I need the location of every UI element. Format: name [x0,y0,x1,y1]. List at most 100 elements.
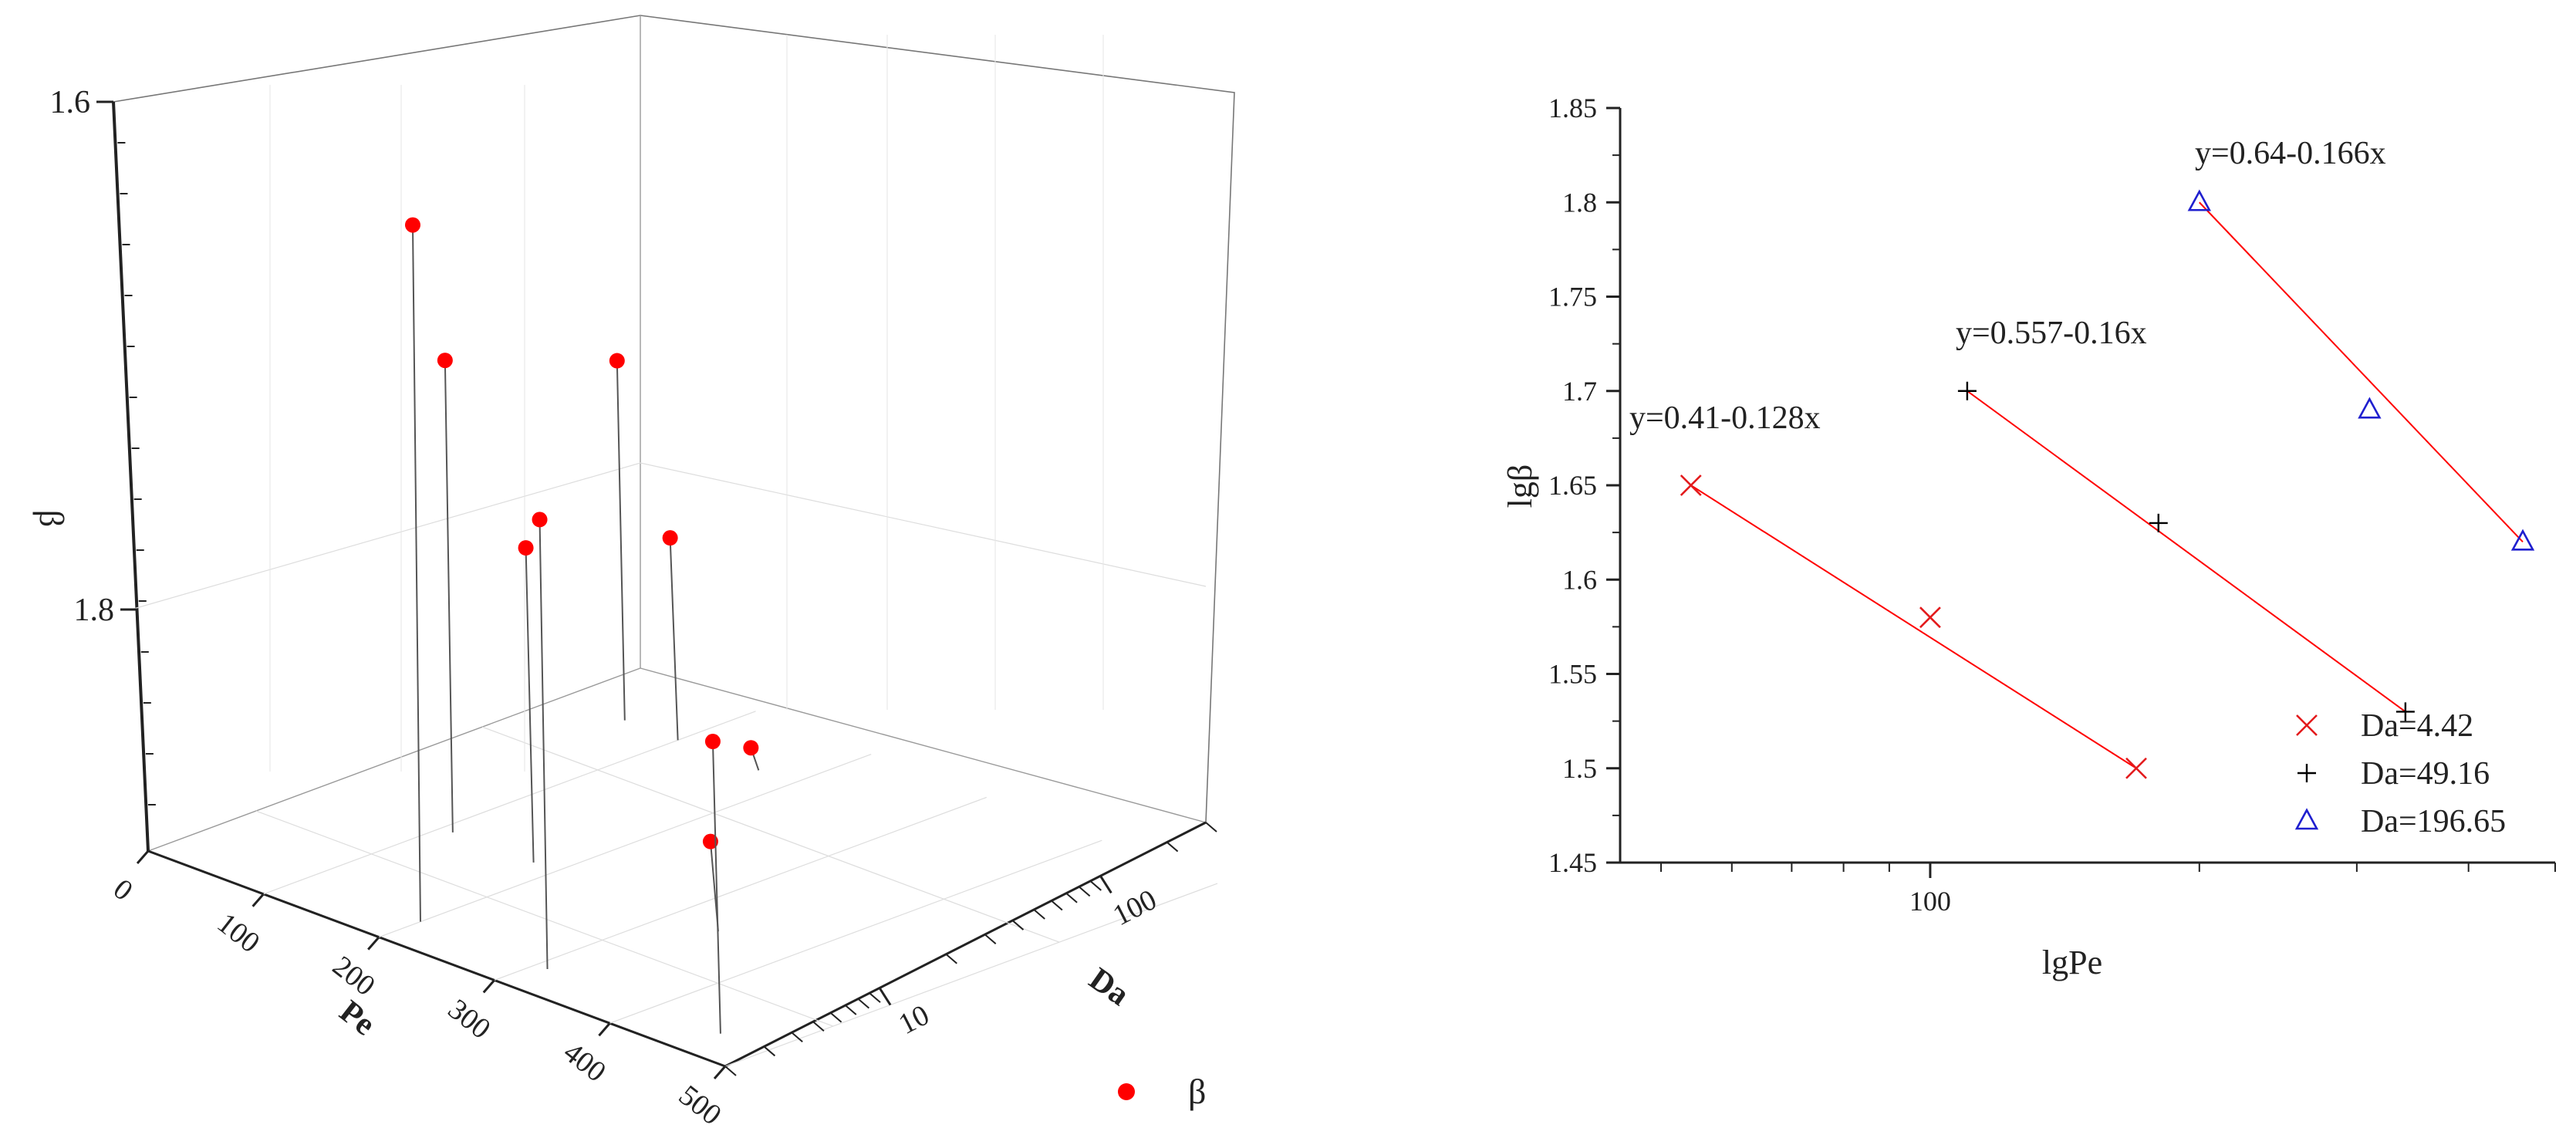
drop-line [538,519,549,970]
legend-label: Da=4.42 [2361,708,2473,744]
x-tick-label: 400 [557,1036,612,1089]
x-tick [252,893,265,907]
data-point [662,530,678,546]
chart-2d: 1.45 1.5 1.55 1.6 1.65 1.7 1.75 1.8 1.85 100 lgPe l… [1501,93,2556,981]
drop-line [669,538,679,741]
data-point [702,833,718,849]
x-axis-label: lgPe [2042,944,2102,981]
floor-grid-line [481,726,1060,943]
drop-line [525,548,535,863]
floor-grid-line [724,883,1218,1067]
fit-line [2199,201,2524,543]
fit-equation: y=0.64-0.166x [2195,136,2386,171]
floor-grid-line [609,839,1102,1024]
y-tick-label: 1.5 [1562,753,1597,784]
y-axis-label: Da [1082,961,1135,1013]
data-point [532,512,548,528]
x-tick [713,1066,727,1079]
data-point [609,353,625,369]
drop-line [411,225,421,922]
legend-marker [2294,808,2319,830]
data-point [2358,397,2382,419]
floor-grid-line [494,796,988,981]
data-point [1680,475,1702,496]
data-point [518,540,534,556]
data-point [1957,381,1977,400]
z-tick-label: 1.6 [50,85,91,120]
y-axis-line [724,821,1207,1068]
drop-line [711,741,721,1034]
z-tick-label: 1.8 [74,593,115,628]
y-tick [1065,893,1078,903]
x-axis-line [147,849,726,1068]
box-outline [113,15,1235,852]
data-point [1919,606,1941,629]
y-tick [1099,875,1112,894]
floor-grid-line [378,754,872,938]
floor-grid-line [255,810,834,1027]
z-axis-line [112,101,150,852]
legend-label: Da=196.65 [2361,804,2506,839]
y-tick-label: 1.8 [1562,187,1597,218]
x-axis-label: Pe [333,994,381,1043]
x-tick-label: 500 [673,1079,728,1128]
y-tick [1011,920,1025,930]
x-tick-label: 100 [211,907,266,959]
y-tick-label: 10 [893,998,934,1041]
y-tick [1079,886,1091,897]
box-floor-left-edge [147,667,641,852]
x-tick-label: 0 [107,873,139,907]
legend-label: β [1188,1072,1206,1111]
y-tick [984,934,997,944]
y-tick [845,1005,857,1015]
y-tick [1089,880,1102,891]
y-tick-label: 1.75 [1548,282,1597,312]
y-tick [945,954,957,964]
fit-equation: y=0.557-0.16x [1956,316,2147,351]
data-point [2395,702,2415,721]
x-tick [367,936,380,951]
data-point [2187,189,2211,211]
data-point [404,217,420,233]
legend-marker [1118,1083,1135,1100]
y-tick-label: 1.85 [1548,93,1597,123]
data-point [704,734,721,750]
box-floor-back-edge [640,667,1207,823]
drop-line [444,360,454,832]
y-tick-label: 1.6 [1562,564,1597,595]
y-tick [857,998,870,1009]
x-tick-label: 100 [1909,886,1951,917]
x-tick [482,979,495,994]
y-tick [1205,822,1217,832]
data-point [2125,757,2147,779]
legend-marker [2297,764,2316,782]
legend-marker [2296,714,2318,736]
y-tick-label: 100 [1108,883,1162,932]
y-tick-label: 1.65 [1548,470,1597,501]
y-tick [1051,900,1063,911]
y-tick [812,1021,825,1032]
x-tick-label: 300 [442,993,497,1045]
y-tick-label: 1.7 [1562,376,1597,407]
y-tick [763,1045,776,1057]
floor-grid-line [263,711,756,895]
data-point [437,353,453,369]
data-point [2510,529,2535,551]
data-point [743,740,759,756]
data-point [2149,513,2168,532]
y-tick [829,1011,842,1023]
y-tick [791,1032,803,1043]
legend-label: Da=49.16 [2361,756,2490,792]
x-tick [598,1022,611,1037]
y-axis-label: lgβ [1501,464,1539,508]
z-axis-label: β [32,510,70,527]
y-tick-label: 1.55 [1548,659,1597,690]
drop-line [616,360,626,721]
z-grid-line [130,462,1207,610]
y-tick-label: 1.45 [1548,847,1597,878]
fit-equation: y=0.41-0.128x [1629,400,1821,436]
fit-line [1967,390,2406,713]
x-tick [136,850,150,864]
